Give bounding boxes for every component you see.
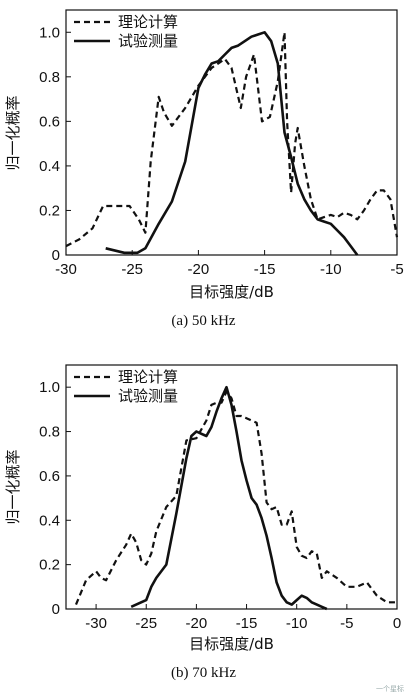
legend-label: 试验测量 [118,32,178,50]
y-tick-label: 0.4 [39,158,60,175]
series-line-theory [74,390,397,606]
series-line-theory [65,31,399,248]
x-tick-label: -25 [135,615,157,632]
x-tick-label: -10 [286,615,308,632]
y-tick-label: 0.2 [39,557,60,574]
y-axis-label: 归一化概率 [4,95,22,170]
x-axis-label: 目标强度/dB [189,283,274,301]
chart-panel-a: -30 -25 -20 -15 -10 -5 0 0.2 0.4 0.6 0.8 1.0 目标强度/dB… [4,9,404,329]
y-tick-label: 0.4 [39,512,60,529]
x-tick-label: -10 [320,261,342,278]
y-tick-label: 0.8 [39,424,60,441]
y-tick-label: 0 [52,601,60,618]
figure-caption: (b) 70 kHz [171,665,236,681]
x-tick-label: -20 [188,261,210,278]
series-line-measured [105,30,359,256]
y-tick-label: 0.8 [39,69,60,86]
x-tick-label: -15 [236,615,258,632]
plot-frame [65,364,398,610]
figure-caption: (a) 50 kHz [171,313,235,329]
y-tick-label: 0.6 [39,468,60,485]
chart-panel-b: -30 -25 -20 -15 -10 -5 0 0 0.2 0.4 0.6 0.8 1.0 目标强度/d… [4,364,401,681]
y-tick-label: 1.0 [39,379,60,396]
x-tick-label: -15 [254,261,276,278]
legend-label: 理论计算 [118,13,178,31]
legend-label: 试验测量 [118,387,178,405]
y-tick-label: 0 [52,247,60,264]
x-tick-label: -30 [55,261,77,278]
watermark-text: 一个星标 [376,684,404,693]
y-tick-label: 0.6 [39,113,60,130]
y-tick-label: 0.2 [39,202,60,219]
x-axis-label: 目标强度/dB [189,635,274,653]
x-tick-label: -30 [85,615,107,632]
series-line-measured [130,385,328,611]
legend-label: 理论计算 [118,368,178,386]
x-tick-label: -20 [186,615,208,632]
x-tick-label: -25 [121,261,143,278]
y-axis-label: 归一化概率 [4,449,22,524]
x-tick-label: -5 [390,261,403,278]
y-tick-label: 1.0 [39,24,60,41]
x-tick-label: -5 [340,615,353,632]
plot-frame [65,9,398,256]
x-tick-label: 0 [393,615,401,632]
